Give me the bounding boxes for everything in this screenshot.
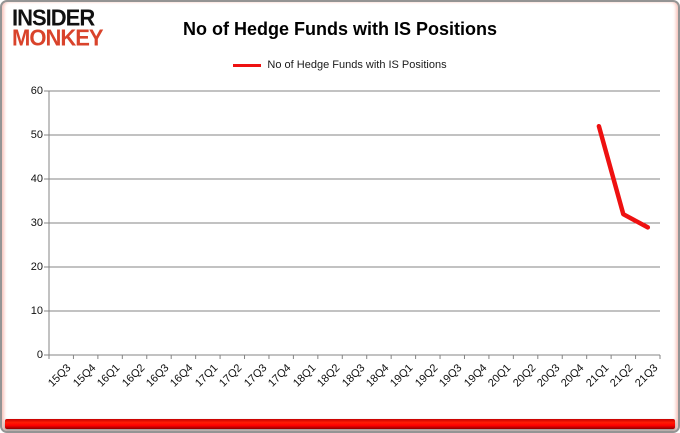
insider-monkey-logo: INSIDER MONKEY	[12, 4, 104, 51]
y-tick-label: 10	[30, 305, 43, 317]
series-line	[596, 123, 651, 230]
y-tick-label: 0	[36, 349, 43, 361]
legend-label: No of Hedge Funds with IS Positions	[267, 59, 447, 71]
y-tick-label: 40	[30, 173, 43, 185]
y-tick-label: 30	[30, 217, 43, 229]
logo-text-monkey: MONKEY	[12, 24, 104, 51]
chart-title: No of Hedge Funds with IS Positions	[183, 19, 497, 39]
bottom-red-bar	[5, 419, 675, 429]
legend-line-swatch	[233, 63, 262, 67]
legend: No of Hedge Funds with IS Positions	[2, 57, 678, 73]
y-tick-label: 60	[30, 85, 43, 97]
y-tick-label: 20	[30, 261, 43, 273]
logo-text-insider: INSIDER	[12, 4, 95, 31]
y-tick-label: 50	[30, 129, 43, 141]
